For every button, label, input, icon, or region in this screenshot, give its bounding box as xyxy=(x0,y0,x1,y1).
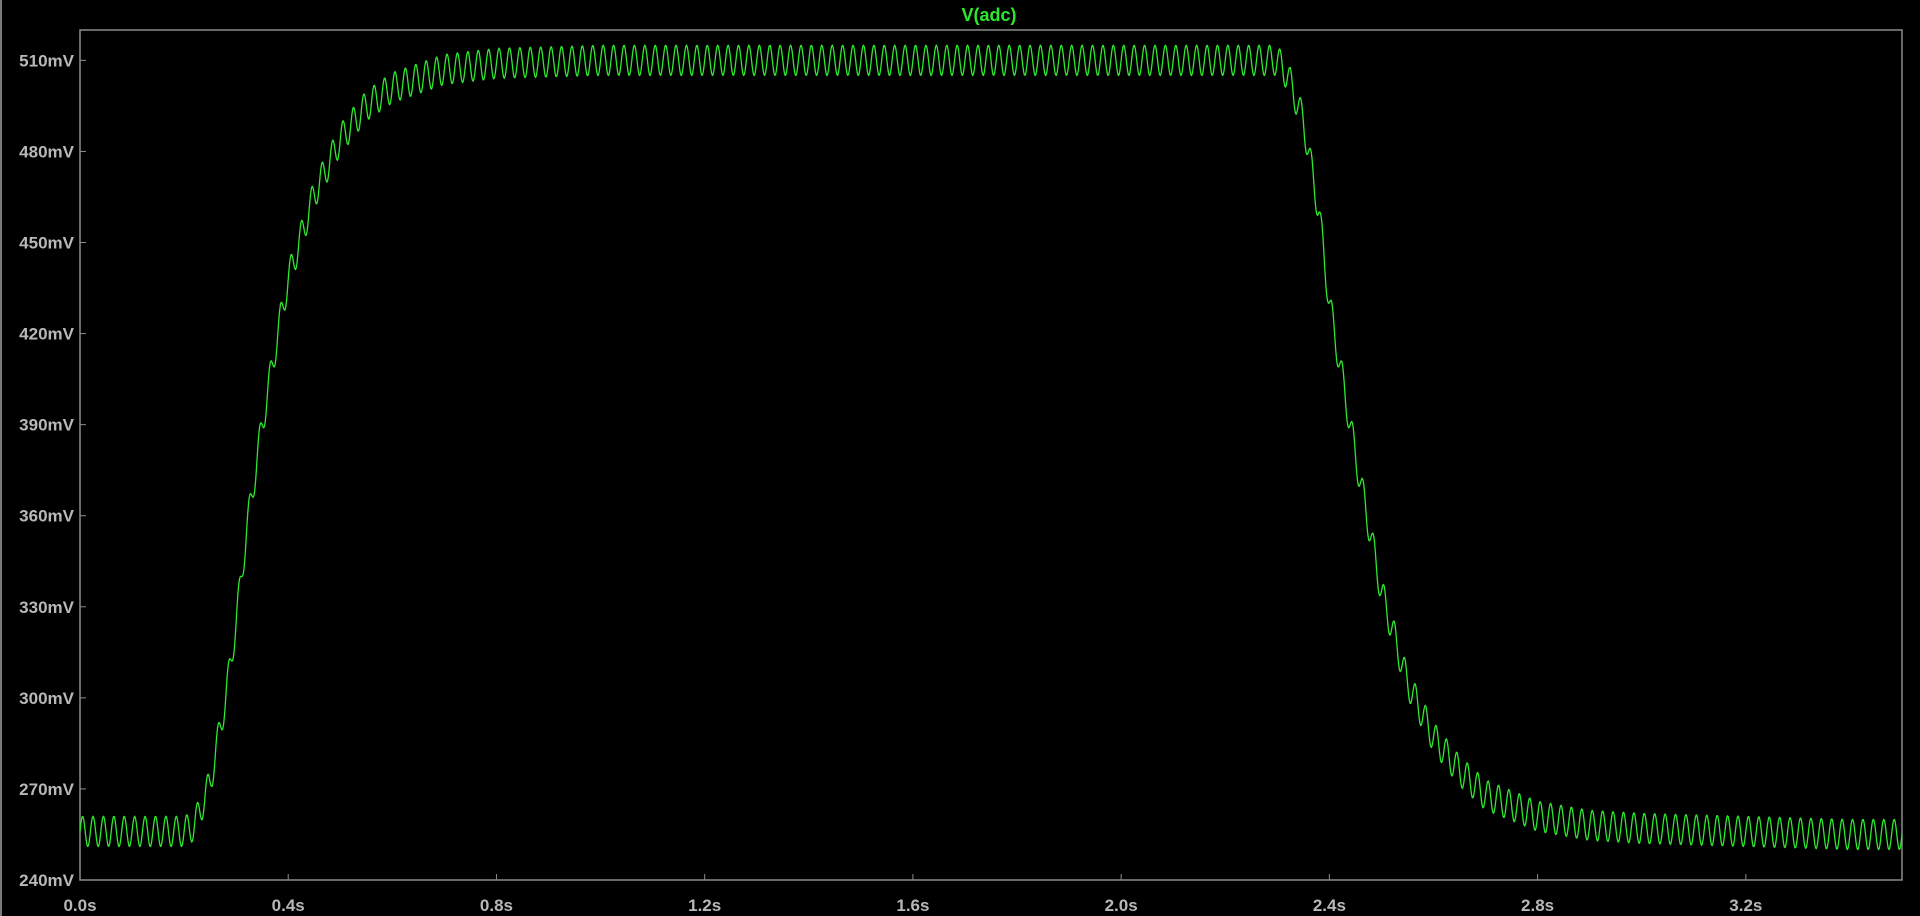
y-tick-label: 360mV xyxy=(19,507,74,526)
x-tick-label: 0.0s xyxy=(63,896,96,915)
y-tick-label: 390mV xyxy=(19,416,74,435)
y-tick-label: 330mV xyxy=(19,598,74,617)
trace-v-adc[interactable] xyxy=(79,44,1903,851)
x-tick-label: 2.4s xyxy=(1313,896,1346,915)
y-tick-label: 300mV xyxy=(19,689,74,708)
axis-tick-labels: 0.0s 0.4s 0.8s 1.2s 1.6s 2.0s 2.4s 2.8s 3.2s 240m… xyxy=(19,51,1762,915)
y-tick-label: 270mV xyxy=(19,780,74,799)
trace-label-v-adc[interactable]: V(adc) xyxy=(961,5,1016,25)
y-tick-label: 240mV xyxy=(19,871,74,890)
y-tick-label: 510mV xyxy=(19,51,74,70)
y-tick-label: 420mV xyxy=(19,325,74,344)
x-tick-label: 1.2s xyxy=(688,896,721,915)
x-tick-label: 1.6s xyxy=(896,896,929,915)
x-tick-label: 2.0s xyxy=(1105,896,1138,915)
x-tick-label: 2.8s xyxy=(1521,896,1554,915)
y-tick-label: 450mV xyxy=(19,234,74,253)
x-tick-label: 3.2s xyxy=(1729,896,1762,915)
y-tick-label: 480mV xyxy=(19,142,74,161)
plot-area-frame xyxy=(79,29,1903,881)
x-tick-label: 0.4s xyxy=(272,896,305,915)
x-tick-label: 0.8s xyxy=(480,896,513,915)
axis-ticks xyxy=(79,59,1747,881)
